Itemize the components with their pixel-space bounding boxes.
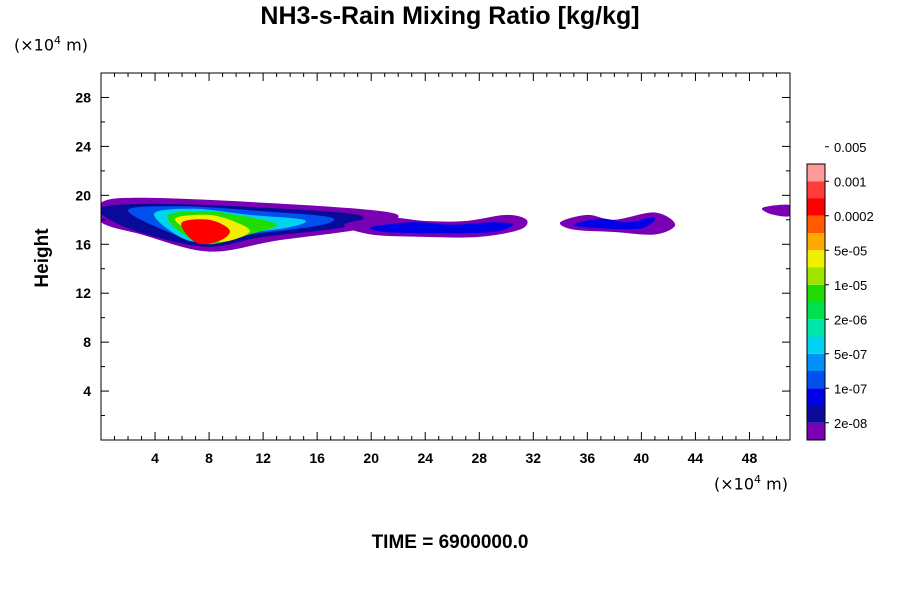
colorbar-label: 5e-05	[834, 243, 867, 258]
colorbar-label: 1e-07	[834, 381, 867, 396]
x-tick-label: 44	[688, 450, 704, 466]
colorbar-swatch	[807, 215, 825, 233]
colorbar-swatch	[807, 164, 825, 182]
colorbar-swatch	[807, 302, 825, 320]
colorbar-label: 2e-08	[834, 416, 867, 431]
x-tick-label: 24	[417, 450, 433, 466]
x-tick-label: 12	[255, 450, 271, 466]
y-tick-label: 12	[75, 285, 91, 301]
x-tick-label: 20	[363, 450, 379, 466]
colorbar-swatch	[807, 250, 825, 268]
plot-frame	[100, 72, 791, 441]
x-tick-label: 48	[742, 450, 758, 466]
y-tick-label: 24	[75, 138, 91, 154]
colorbar-swatch	[807, 267, 825, 285]
chart-title: NH3-s-Rain Mixing Ratio [kg/kg]	[260, 2, 640, 30]
time-footer: TIME = 6900000.0	[371, 532, 529, 553]
colorbar-label: 0.005	[834, 140, 867, 155]
colorbar-swatch	[807, 371, 825, 389]
colorbar-swatch	[807, 319, 825, 337]
x-tick-label: 4	[151, 450, 159, 466]
x-tick-label: 28	[471, 450, 487, 466]
contour-region	[181, 219, 230, 245]
colorbar-swatch	[807, 198, 825, 216]
contour-region	[761, 204, 790, 217]
colorbar-swatch	[807, 181, 825, 199]
x-tick-label: 32	[526, 450, 542, 466]
colorbar-label: 5e-07	[834, 347, 867, 362]
x-tick-label: 8	[205, 450, 213, 466]
colorbar-swatch	[807, 405, 825, 423]
x-axis-unit: (×104 m)	[714, 473, 788, 494]
y-tick-label: 16	[75, 236, 91, 252]
x-tick-label: 40	[634, 450, 650, 466]
y-axis-unit: (×104 m)	[14, 34, 88, 55]
x-tick-label: 16	[309, 450, 325, 466]
colorbar-frame	[806, 163, 826, 441]
x-tick-label: 36	[580, 450, 596, 466]
y-axis-label: Height	[32, 228, 53, 288]
colorbar-label: 0.0002	[834, 209, 874, 224]
y-tick-label: 8	[83, 334, 91, 350]
contour-field	[101, 197, 790, 252]
colorbar-swatch	[807, 353, 825, 371]
y-tick-label: 4	[83, 383, 91, 399]
colorbar-swatch	[807, 336, 825, 354]
colorbar-swatch	[807, 388, 825, 406]
colorbar-label: 0.001	[834, 174, 867, 189]
contour-region	[369, 222, 513, 234]
colorbar-label: 1e-05	[834, 278, 867, 293]
colorbar-label: 2e-06	[834, 312, 867, 327]
y-tick-label: 20	[75, 187, 91, 203]
colorbar-swatch	[807, 233, 825, 251]
colorbar-swatch	[807, 422, 825, 440]
contour-region	[573, 217, 656, 230]
y-tick-label: 28	[75, 89, 91, 105]
colorbar-swatch	[807, 284, 825, 302]
